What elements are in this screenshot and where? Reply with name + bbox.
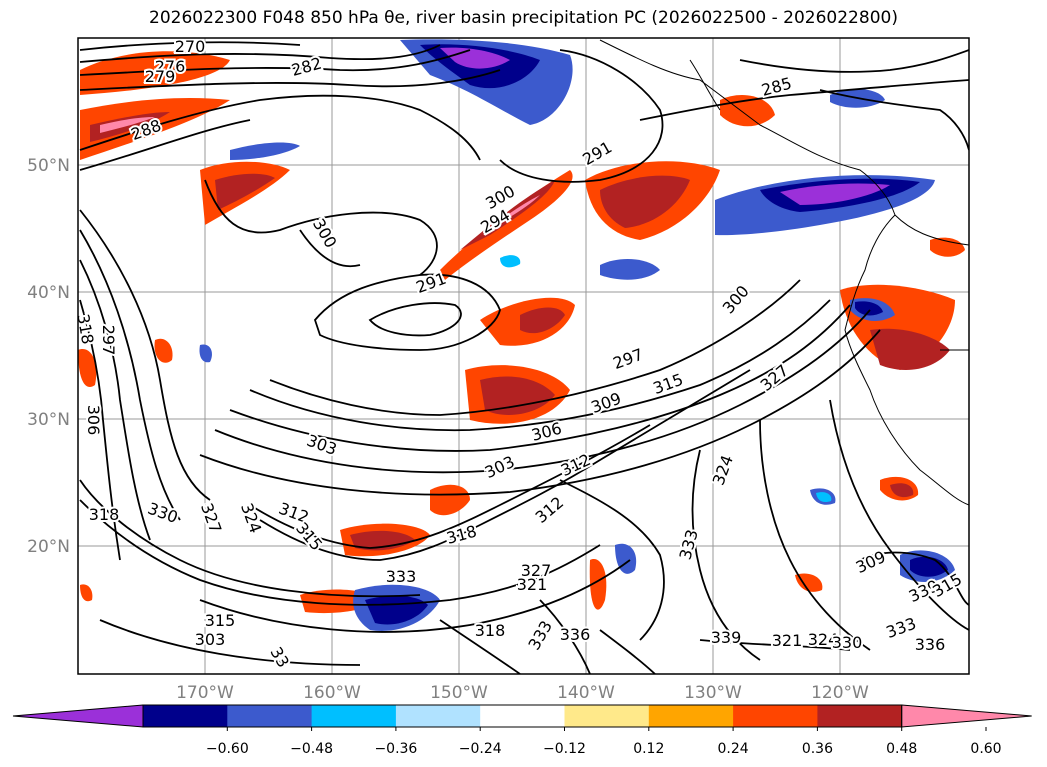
colorbar-tick-label: 0.48 [886, 741, 917, 757]
contour-label: 321 [517, 575, 548, 594]
plot-frame [77, 37, 970, 675]
colorbar-cell [311, 705, 397, 727]
lon-label-170w: 170°W [176, 683, 234, 703]
lat-label-50n: 50°N [27, 156, 70, 176]
contour-label: 276 [155, 57, 186, 76]
latitude-labels: 50°N 40°N 30°N 20°N [27, 156, 70, 557]
contour-label: 318 [73, 312, 97, 345]
contour-label: 336 [915, 635, 946, 654]
lon-label-160w: 160°W [303, 683, 361, 703]
lon-label-130w: 130°W [684, 683, 742, 703]
colorbar-cell [648, 705, 734, 727]
colorbar-tick-label: −0.12 [543, 741, 586, 757]
contour-label: 327 [521, 561, 552, 580]
colorbar-tick-label: −0.36 [374, 741, 417, 757]
contour-label: 318 [475, 621, 506, 640]
contour-label: 303 [195, 630, 226, 649]
longitude-labels: 170°W 160°W 150°W 140°W 130°W 120°W [176, 683, 869, 703]
colorbar-extend-min [12, 704, 144, 728]
colorbar-cell [817, 705, 903, 727]
colorbar-cell [564, 705, 650, 727]
map-title: 2026022300 F048 850 hPa θe, river basin … [149, 8, 898, 28]
lat-label-20n: 20°N [27, 537, 70, 557]
colorbar-cell [733, 705, 818, 727]
colorbar-cell [480, 705, 565, 727]
colorbar-cell [143, 705, 228, 727]
colorbar-tick-label: 0.60 [970, 741, 1001, 757]
contour-label: 330 [832, 633, 863, 652]
colorbar: −0.60 −0.48 −0.36 −0.24 −0.12 0.12 0.24 0.36 0.4… [12, 704, 1032, 757]
lat-label-40n: 40°N [27, 283, 70, 303]
colorbar-frame [142, 704, 903, 728]
contour-label: 315 [205, 611, 236, 630]
contour-label: 336 [560, 625, 591, 644]
graticule [78, 38, 969, 674]
colorbar-cell [227, 705, 313, 727]
contour-label: 279 [145, 67, 176, 86]
colorbar-tick-label: 0.12 [633, 741, 664, 757]
colorbar-tick-label: −0.48 [290, 741, 333, 757]
lon-label-120w: 120°W [811, 683, 869, 703]
contour-label: 270 [175, 37, 206, 56]
contour-label: 339 [711, 628, 742, 647]
colorbar-tick-label: 0.36 [802, 741, 833, 757]
contour-label: 333 [386, 567, 417, 586]
colorbar-tick-label: −0.24 [459, 741, 502, 757]
contour-label: 306 [84, 405, 103, 436]
theta-e-contours [79, 41, 969, 674]
contour-label: 318 [89, 505, 120, 524]
lat-label-30n: 30°N [27, 410, 70, 430]
colorbar-tick-label: 0.24 [718, 741, 749, 757]
contour-label: 297 [99, 325, 118, 356]
lon-label-150w: 150°W [430, 683, 488, 703]
coastline [599, 39, 969, 506]
colorbar-tick-label: −0.60 [206, 741, 249, 757]
colorbar-cell [395, 705, 481, 727]
colorbar-extend-max [901, 704, 1032, 728]
contour-label: 321 [772, 631, 803, 650]
contour-label: 324 [808, 630, 839, 649]
lon-label-140w: 140°W [557, 683, 615, 703]
precip-pc-fills [78, 39, 965, 631]
